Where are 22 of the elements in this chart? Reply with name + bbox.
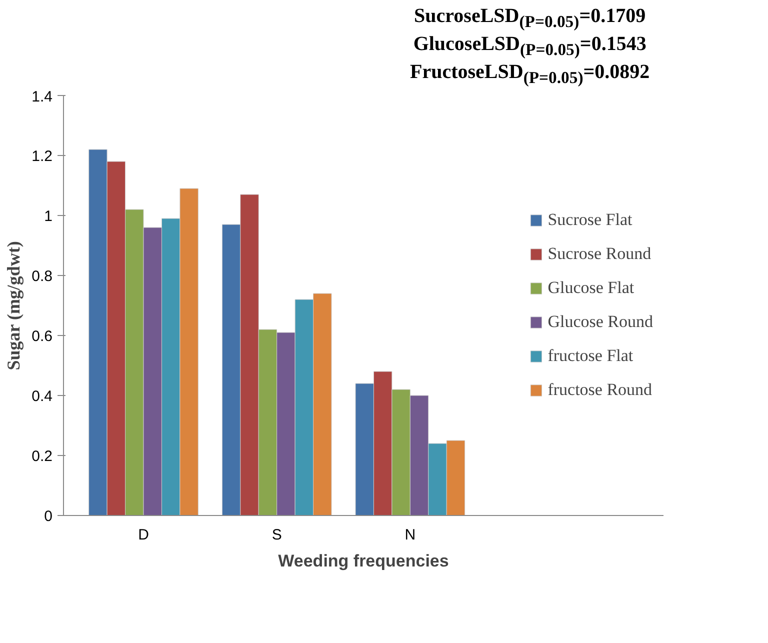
text: FructoseLSD$_{(P=0.05)}$=0.0892 [410, 61, 650, 87]
legend-label: Sucrose Round [548, 244, 652, 264]
legend-label: fructose Round [548, 380, 652, 400]
y-tick-label: 1 [44, 208, 52, 225]
y-tick-label: 0.8 [32, 268, 53, 285]
y-tick-label: 0.2 [32, 448, 53, 465]
y-tick-label: 1.2 [32, 148, 53, 165]
y-axis-title: Sugar (mg/gdwt) [4, 241, 24, 370]
x-tick-label: D [138, 526, 150, 544]
legend-label: fructose Flat [548, 346, 634, 366]
x-tick-label: S [272, 526, 282, 544]
legend-label: Glucose Flat [548, 278, 634, 298]
text: GlucoseLSD$_{(P=0.05)}$=0.1543 [413, 33, 646, 59]
y-tick-label: 0.6 [32, 328, 53, 345]
y-tick-label: 1.4 [32, 88, 53, 106]
x-tick-label: N [404, 526, 416, 544]
legend-label: Sucrose Flat [548, 210, 632, 230]
x-axis-title: Weeding frequencies [278, 552, 449, 570]
legend-label: Glucose Round [548, 312, 653, 332]
y-tick-label: 0.4 [32, 388, 53, 405]
y-tick-label: 0 [44, 508, 52, 525]
text: SucroseLSD$_{(P=0.05)}$=0.1709 [414, 5, 646, 31]
